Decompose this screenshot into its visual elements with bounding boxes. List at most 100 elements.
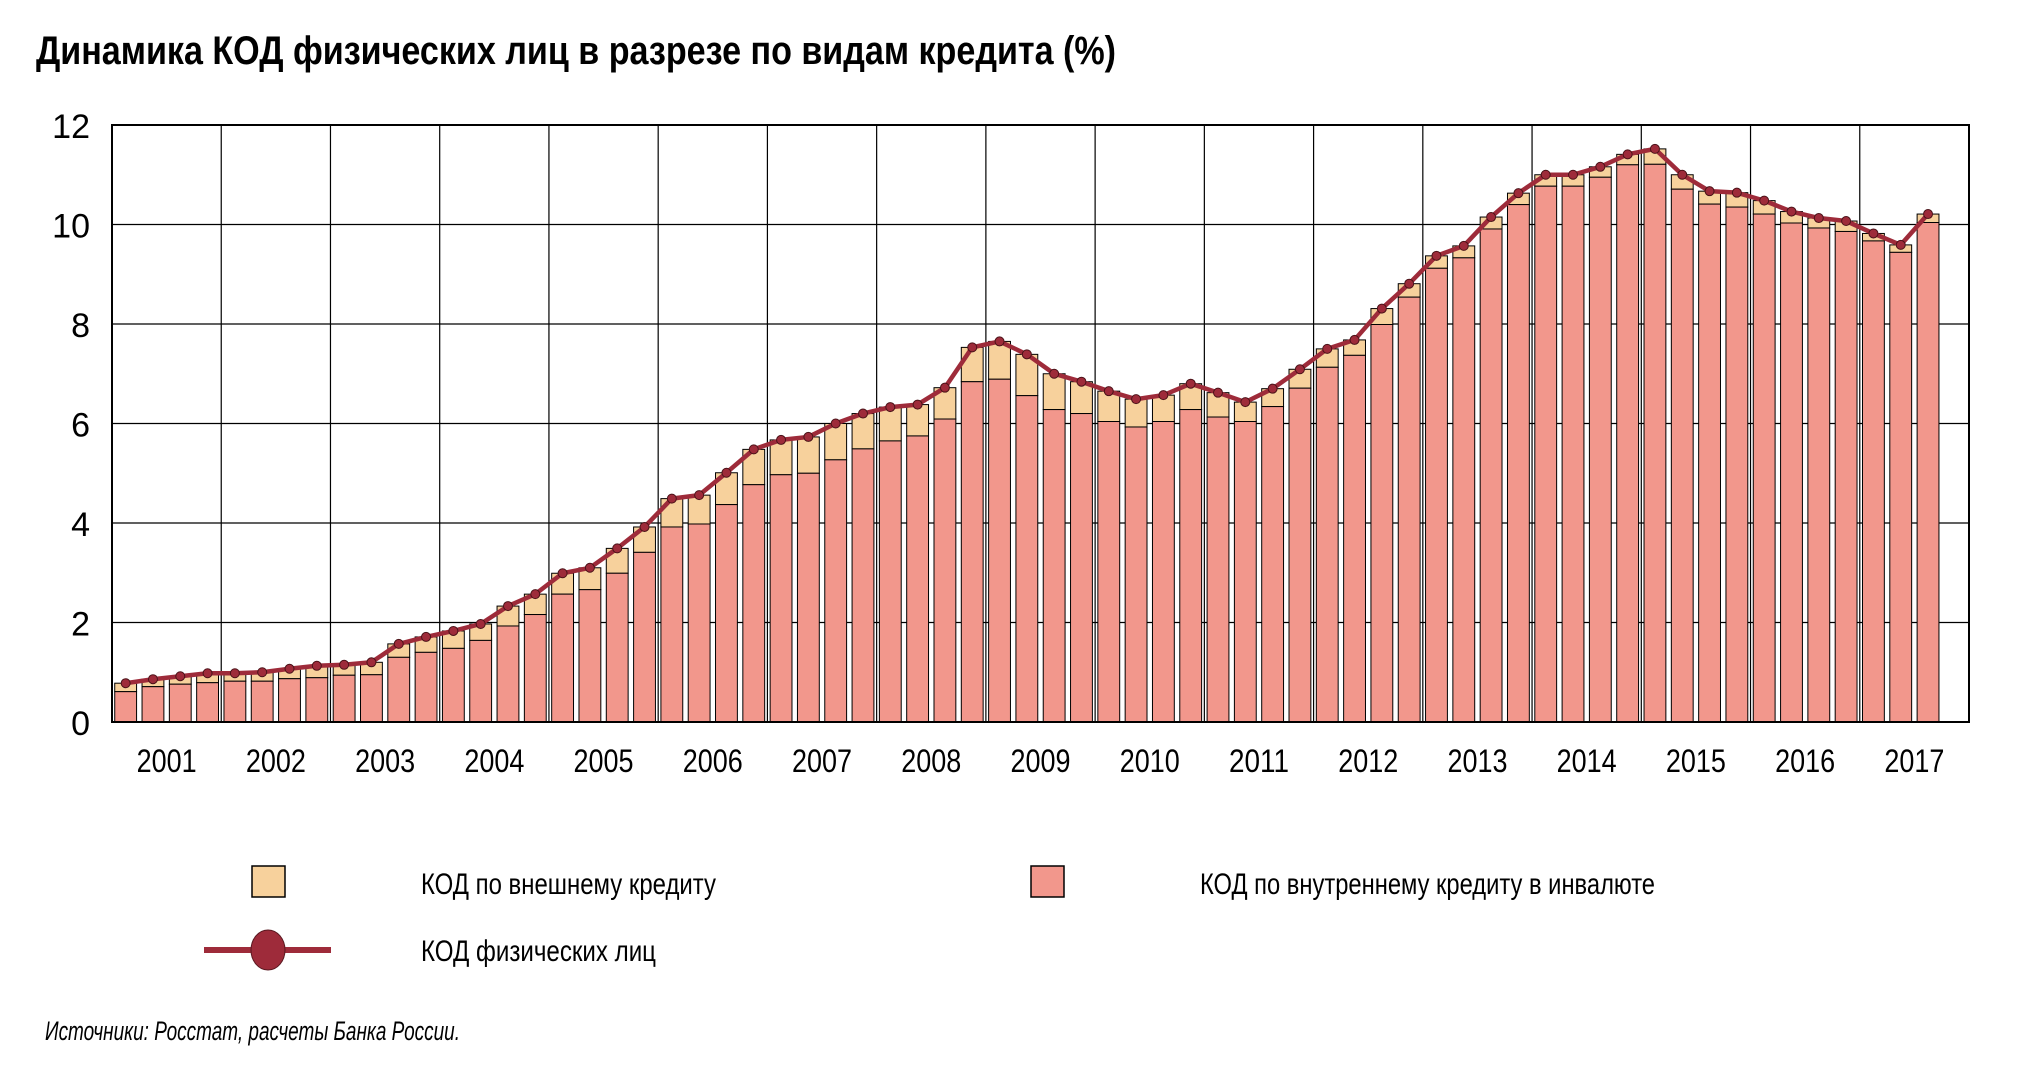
bar-domestic-fx-credit <box>933 418 957 723</box>
x-tick-label: 2002 <box>246 743 306 779</box>
x-axis-ticks: 2001 2002 2003 2004 2005 2006 2007 2008 2009 2010… <box>137 743 1945 779</box>
bar-domestic-fx-credit <box>305 677 329 723</box>
line-point <box>1185 378 1196 389</box>
bar-domestic-fx-credit <box>1752 213 1776 723</box>
bar-domestic-fx-credit <box>1206 416 1230 723</box>
bar-domestic-fx-credit <box>141 686 165 723</box>
bar-domestic-fx-credit <box>1343 354 1366 723</box>
line-point <box>502 601 513 612</box>
line-point <box>1759 195 1770 206</box>
line-point <box>475 618 486 629</box>
line-point <box>939 382 950 393</box>
line-point <box>448 625 459 636</box>
bar-domestic-fx-credit <box>387 656 411 723</box>
line-point <box>1349 334 1360 345</box>
x-tick-label: 2003 <box>355 743 415 779</box>
x-tick-label: 2001 <box>137 743 197 779</box>
bar-external-credit <box>796 436 820 474</box>
bar-domestic-fx-credit <box>633 551 656 723</box>
bar-domestic-fx-credit <box>1124 426 1148 723</box>
bar-domestic-fx-credit <box>1916 222 1940 723</box>
bar-domestic-fx-credit <box>1288 387 1312 723</box>
bar-domestic-fx-credit <box>1425 267 1448 723</box>
bar-domestic-fx-credit <box>1807 227 1831 723</box>
line-point <box>339 659 350 670</box>
bar-domestic-fx-credit <box>1233 421 1257 723</box>
line-point <box>1021 349 1032 360</box>
bar-external-credit <box>769 439 793 476</box>
bar-domestic-fx-credit <box>168 683 192 723</box>
legend-swatch-external <box>251 865 286 898</box>
line-point <box>1458 240 1469 251</box>
line-point <box>1267 383 1278 394</box>
x-tick-label: 2004 <box>464 743 524 779</box>
line-point <box>830 418 841 429</box>
line-point <box>967 342 978 353</box>
line-point <box>311 660 322 671</box>
line-point <box>1704 186 1715 197</box>
bar-domestic-fx-credit <box>469 639 493 723</box>
line-point <box>1923 209 1934 220</box>
x-tick-label: 2006 <box>683 743 743 779</box>
bar-domestic-fx-credit <box>1588 176 1612 723</box>
bar-domestic-fx-credit <box>1616 164 1640 723</box>
line-point <box>666 493 677 504</box>
bars <box>114 148 1940 723</box>
line-point <box>612 543 623 554</box>
line-point <box>721 467 732 478</box>
bar-external-credit <box>1042 373 1066 411</box>
bar-domestic-fx-credit <box>360 674 383 723</box>
x-tick-label: 2011 <box>1229 743 1289 779</box>
line-point <box>584 562 595 573</box>
line-point <box>1677 169 1688 180</box>
bar-external-credit <box>878 406 902 442</box>
line-point <box>530 589 541 600</box>
x-tick-label: 2007 <box>792 743 852 779</box>
source-note: Источники: Росстат, расчеты Банка России… <box>45 1016 460 1046</box>
legend: КОД по внешнему кредиту КОД по внутренне… <box>204 865 1655 971</box>
bar-domestic-fx-credit <box>1015 395 1039 723</box>
bar-domestic-fx-credit <box>769 474 793 723</box>
line-point <box>1131 394 1142 405</box>
bar-domestic-fx-credit <box>1643 163 1667 723</box>
bar-domestic-fx-credit <box>1506 204 1530 723</box>
bar-domestic-fx-credit <box>960 381 984 723</box>
x-tick-label: 2013 <box>1447 743 1507 779</box>
line-point <box>1158 390 1169 401</box>
bar-domestic-fx-credit <box>1479 228 1503 723</box>
bar-domestic-fx-credit <box>1397 296 1421 723</box>
line-point <box>1731 187 1742 198</box>
line-point <box>1649 143 1660 154</box>
line-point <box>1213 387 1224 398</box>
line-point <box>284 663 295 674</box>
bar-domestic-fx-credit <box>851 448 875 723</box>
bar-domestic-fx-credit <box>988 378 1011 723</box>
line-point <box>257 667 268 678</box>
line-point <box>202 668 213 679</box>
bar-domestic-fx-credit <box>523 614 547 723</box>
line-point <box>1813 213 1824 224</box>
line-point <box>885 402 896 413</box>
y-tick-label: 12 <box>52 108 90 146</box>
bar-domestic-fx-credit <box>1834 230 1858 723</box>
line-point <box>393 638 404 649</box>
bar-domestic-fx-credit <box>551 593 575 723</box>
line-point <box>912 399 923 410</box>
bar-domestic-fx-credit <box>796 472 820 723</box>
bar-domestic-fx-credit <box>1452 257 1476 723</box>
legend-swatch-domestic-fx <box>1030 865 1065 898</box>
line-point <box>776 434 787 445</box>
line-point <box>229 668 240 679</box>
bar-domestic-fx-credit <box>1725 206 1749 723</box>
line-point <box>1103 386 1114 397</box>
line-point <box>1595 161 1606 172</box>
line-point <box>803 431 814 442</box>
line-point <box>1076 376 1087 387</box>
line-point <box>1868 228 1879 239</box>
line-point <box>1049 368 1060 379</box>
y-tick-label: 2 <box>71 606 90 644</box>
x-tick-label: 2009 <box>1011 743 1071 779</box>
line-series <box>120 143 1934 689</box>
line-point <box>1786 206 1797 217</box>
